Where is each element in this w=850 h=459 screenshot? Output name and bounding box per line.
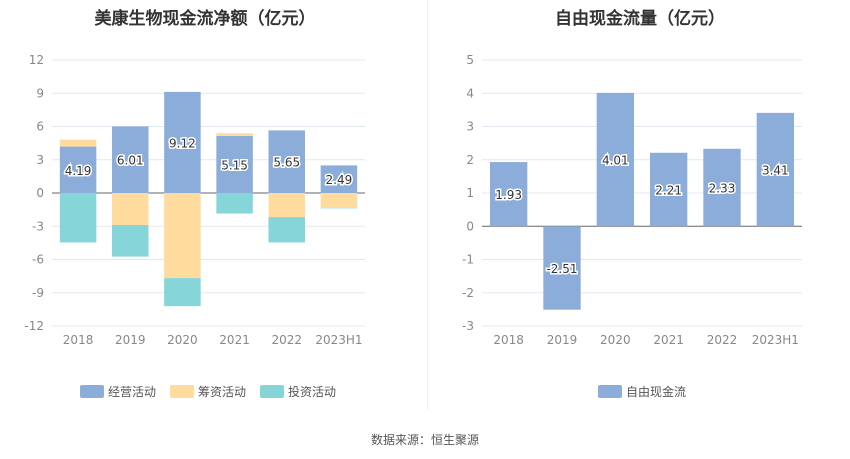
x-tick-label: 2018 [63,333,94,347]
data-label: 3.41 [762,164,789,178]
legend-item[interactable]: 投资活动 [260,383,336,400]
data-label: 4.01 [602,154,629,168]
bar-经营活动 [216,135,253,193]
bar-筹资活动 [216,133,253,136]
legend-swatch [170,385,195,398]
x-tick-label: 2023H1 [752,333,799,347]
y-tick-label: -6 [32,253,44,267]
legend-label: 筹资活动 [198,385,247,399]
bar-经营活动 [320,165,358,193]
y-tick-label: 3 [466,120,474,134]
bar-投资活动 [164,278,201,307]
x-tick-label: 2023H1 [315,333,362,347]
bar-筹资活动 [268,193,306,218]
data-label: 9.12 [169,136,196,150]
legend-label: 自由现金流 [626,385,687,399]
y-tick-label: -3 [462,319,474,333]
legend-swatch [260,385,285,398]
bar-经营活动 [59,146,97,193]
data-label: 6.01 [117,154,144,168]
x-tick-label: 2022 [271,333,302,347]
bar-筹资活动 [111,193,149,226]
data-label: 5.65 [273,156,300,170]
bar-自由现金流 [543,226,581,310]
divider [427,0,428,410]
x-tick-label: 2021 [653,333,684,347]
data-label: 4.19 [65,164,92,178]
bar-经营活动 [164,91,201,193]
data-label: 2.33 [709,182,736,196]
bar-自由现金流 [490,162,528,227]
bar-投资活动 [59,193,97,243]
x-tick-label: 2022 [707,333,738,347]
y-tick-label: 4 [466,86,474,100]
legend-item[interactable]: 经营活动 [80,383,156,400]
bar-筹资活动 [164,193,201,279]
bar-自由现金流 [596,92,634,227]
x-tick-label: 2019 [547,333,578,347]
legend-swatch [80,385,104,398]
y-tick-label: -9 [32,286,44,300]
x-tick-label: 2021 [219,333,250,347]
bar-经营活动 [111,126,149,193]
bar-经营活动 [268,130,306,193]
legend-item[interactable]: 筹资活动 [170,383,246,400]
bar-自由现金流 [756,112,794,227]
bar-自由现金流 [650,152,688,227]
y-tick-label: 0 [36,186,44,200]
legend-item[interactable]: 自由现金流 [598,383,686,400]
legend-swatch [598,385,622,398]
legend-label: 经营活动 [108,385,157,399]
legend-label: 投资活动 [288,385,337,399]
bar-投资活动 [320,207,358,209]
data-label: -2.51 [546,262,577,276]
y-tick-label: -2 [462,286,474,300]
y-tick-label: -12 [24,319,44,333]
y-tick-label: 6 [36,120,44,134]
data-label: 2.21 [655,184,682,198]
x-tick-label: 2018 [493,333,524,347]
y-tick-label: -1 [462,253,474,267]
y-tick-label: 1 [466,186,474,200]
bar-筹资活动 [59,139,97,147]
right-chart-title: 自由现金流量（亿元） [555,9,725,29]
y-tick-label: 0 [466,219,474,233]
data-label: 1.93 [495,188,522,202]
x-tick-label: 2020 [167,333,198,347]
y-tick-label: 5 [466,53,474,67]
left-chart-title: 美康生物现金流净额（亿元） [94,9,316,29]
x-tick-label: 2019 [115,333,146,347]
right-legend: 自由现金流 [598,383,686,400]
bar-筹资活动 [320,193,358,208]
bar-自由现金流 [703,148,741,227]
data-label: 5.15 [221,158,248,172]
y-tick-label: 2 [466,153,474,167]
left-legend: 经营活动 筹资活动 投资活动 [80,383,336,400]
y-tick-label: 12 [29,53,44,67]
x-tick-label: 2020 [600,333,631,347]
y-tick-label: 3 [36,153,44,167]
y-tick-label: -3 [32,219,44,233]
bar-投资活动 [268,217,306,243]
bar-投资活动 [216,193,253,214]
source-note: 数据来源：恒生聚源 [370,433,479,447]
y-tick-label: 9 [36,86,44,100]
data-label: 2.49 [326,173,353,187]
bar-投资活动 [111,225,149,257]
